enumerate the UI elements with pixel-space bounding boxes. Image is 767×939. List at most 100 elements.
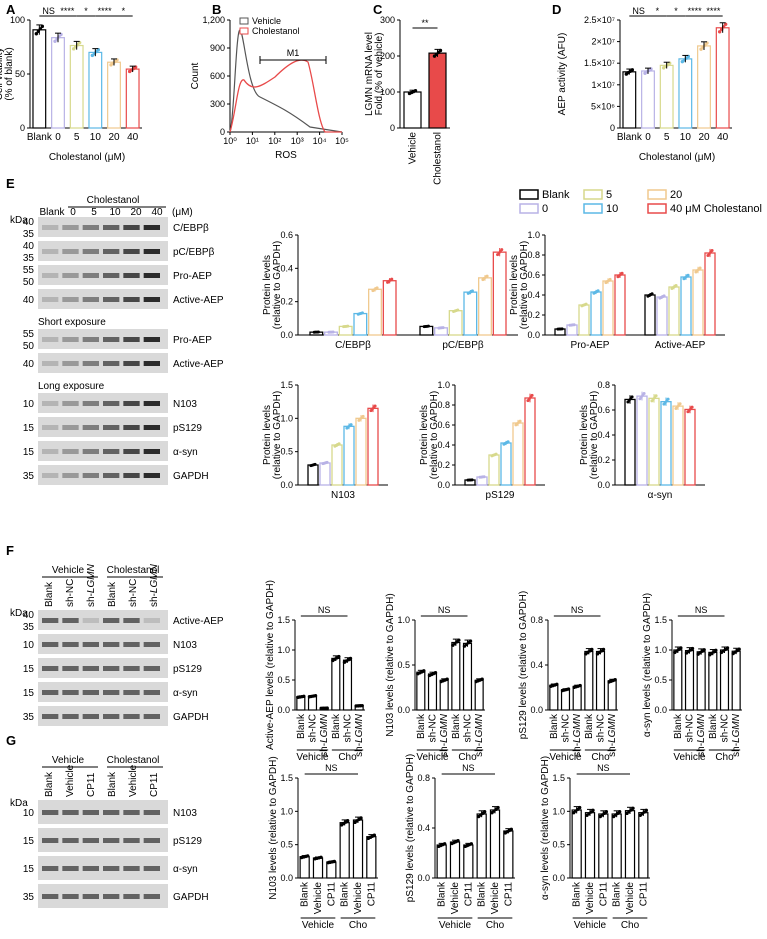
blot-band	[62, 401, 79, 406]
blot-row-label: N103	[173, 399, 197, 410]
mw-label: 15	[23, 688, 35, 699]
bar	[331, 444, 343, 486]
blot-band	[62, 225, 79, 230]
x-category-label: sh-NC	[343, 714, 354, 742]
bar	[641, 70, 655, 129]
significance-label: NS	[571, 605, 584, 615]
blot-band	[62, 473, 79, 478]
x-tick-label: 10¹	[246, 136, 259, 146]
x-category-label: Blank	[572, 881, 583, 907]
y-tick-label: 200	[380, 51, 395, 61]
bar	[673, 649, 683, 711]
x-category-label: CP11	[598, 882, 609, 907]
y-tick-label: 300	[380, 15, 395, 25]
blot-band	[82, 642, 99, 647]
bar	[352, 819, 364, 879]
bar	[366, 836, 377, 879]
y-tick-label: 0.8	[530, 615, 543, 625]
legend-label: Vehicle	[252, 16, 281, 26]
bar	[69, 44, 84, 129]
blot-band	[143, 225, 160, 230]
chart-E5: 0.0 0.2 0.4 0.6 0.8 Protein levels (relative t…	[579, 380, 705, 501]
blot-band	[42, 666, 59, 671]
mw-label: 10	[23, 399, 35, 410]
y-tick-label: 0.5	[280, 447, 293, 457]
y-axis-label: α-syn levels (relative to GAPDH)	[642, 593, 653, 737]
y-axis-label: pS129 levels (relative to GAPDH)	[405, 754, 416, 902]
blot-band	[143, 297, 160, 302]
y-axis-label: Active-AEP levels (relative to GAPDH)	[265, 580, 276, 750]
y-tick-label: 2×10⁷	[591, 37, 615, 47]
blot-row-label: N103	[173, 640, 197, 651]
data-point	[717, 30, 722, 34]
bar	[636, 395, 648, 486]
blot-band	[123, 249, 140, 254]
data-point	[630, 395, 634, 399]
x-category-label: 0	[55, 132, 61, 143]
y-tick-label: 0.4	[280, 263, 293, 273]
y-tick-label: 1.5	[277, 615, 290, 625]
significance-label: NS	[325, 763, 338, 773]
blot-band	[143, 894, 160, 899]
bar	[715, 27, 730, 129]
data-point	[373, 404, 377, 408]
y-axis-label: AEP activity (AFU)	[557, 33, 568, 116]
significance-label: ****	[706, 6, 721, 16]
blot-E: kDaC/EBPβ4035pC/EBPβ4035Pro-AEP5550Activ…	[10, 215, 224, 485]
blot-band	[82, 337, 99, 342]
x-axis-label: Cholestanol (μM)	[639, 152, 715, 163]
blot-band	[62, 666, 79, 671]
x-category-label: CP11	[366, 882, 377, 907]
y-tick-label: 0.0	[597, 480, 610, 490]
y-axis-label: (relative to GAPDH)	[272, 391, 283, 479]
y-tick-label: 0.2	[280, 297, 293, 307]
y-tick-label: 0.0	[530, 705, 543, 715]
data-point	[485, 274, 489, 278]
y-tick-label: 1.0	[654, 645, 667, 655]
y-tick-label: 5×10⁶	[591, 101, 615, 111]
x-category-label: Vehicle	[353, 882, 364, 915]
lane-label: sh-NC	[128, 579, 139, 607]
x-axis-label: Cholestanol (μM)	[49, 152, 125, 163]
significance-label: NS	[462, 763, 475, 773]
bar	[571, 809, 582, 879]
mw-label: 10	[23, 640, 35, 651]
group-label: Vehicle	[549, 752, 582, 763]
x-tick-label: 10⁴	[313, 136, 327, 146]
blot-group-label: Vehicle	[52, 755, 85, 766]
bar	[353, 312, 368, 336]
data-point	[337, 442, 341, 446]
data-point	[34, 32, 39, 36]
bar	[684, 649, 695, 711]
bar	[684, 408, 696, 486]
chart-G3: 0.0 0.5 1.0 1.5α-syn levels (relative to GA…	[540, 756, 650, 914]
bar	[598, 813, 609, 879]
blot-band	[82, 225, 99, 230]
y-tick-label: 0.0	[280, 330, 293, 340]
blot-band	[82, 690, 99, 695]
data-point	[572, 323, 576, 327]
data-point	[40, 24, 45, 29]
y-tick-label: 1.0	[437, 380, 450, 390]
data-point	[313, 462, 317, 466]
blot-band	[123, 894, 140, 899]
blot-band	[143, 618, 160, 623]
bar	[342, 659, 353, 711]
bar	[648, 397, 660, 486]
blot-band	[42, 425, 59, 430]
mw-label: 15	[23, 423, 35, 434]
x-category-label: Blank	[584, 713, 595, 739]
blot-band	[143, 401, 160, 406]
data-point	[650, 292, 654, 296]
blot-band	[103, 249, 120, 254]
bar	[672, 405, 684, 486]
y-tick-label: 0.6	[597, 405, 610, 415]
bar	[403, 91, 422, 129]
blot-row-label: N103	[173, 808, 197, 819]
blot-title: Cholestanol	[87, 195, 140, 206]
y-tick-label: 0.8	[417, 773, 430, 783]
x-tick-label: 10⁵	[335, 136, 349, 146]
y-tick-label: 0.6	[527, 270, 540, 280]
mw-label: 15	[23, 447, 35, 458]
lane-label: Blank	[44, 771, 55, 797]
